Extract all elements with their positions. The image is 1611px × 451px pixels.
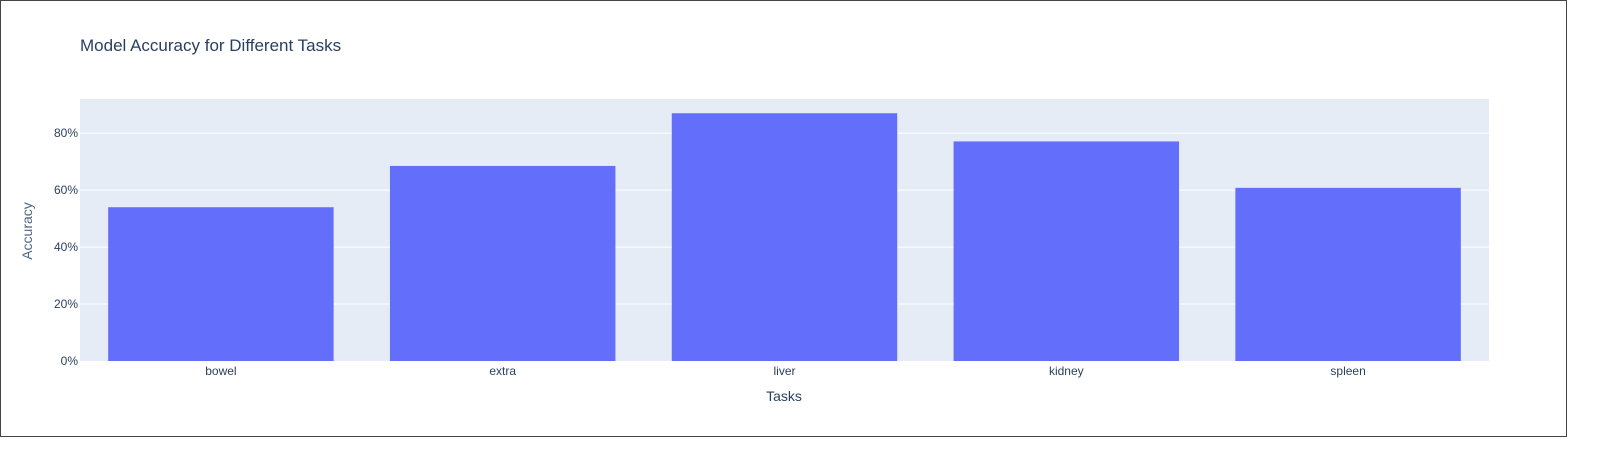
y-tick-label: 60% [54, 183, 78, 197]
x-tick-label: bowel [205, 364, 236, 378]
x-tick-label: spleen [1330, 364, 1365, 378]
bar-extra[interactable] [389, 165, 616, 361]
bar-bowel[interactable] [108, 207, 334, 361]
bar-chart: Model Accuracy for Different Tasks 0% 20%… [19, 36, 1489, 404]
x-tick-label: kidney [1049, 364, 1084, 378]
bar-liver[interactable] [671, 113, 898, 361]
bar-spleen[interactable] [1235, 187, 1461, 361]
x-axis-title: Tasks [766, 388, 802, 404]
x-axis-ticks: bowel extra liver kidney spleen [205, 364, 1366, 378]
y-axis-title: Accuracy [19, 202, 35, 260]
y-tick-label: 0% [61, 354, 79, 368]
y-tick-label: 20% [54, 297, 78, 311]
y-tick-label: 40% [54, 240, 78, 254]
bars [108, 113, 1461, 361]
x-tick-label: extra [489, 364, 516, 378]
y-tick-label: 80% [54, 126, 78, 140]
chart-title: Model Accuracy for Different Tasks [80, 36, 341, 55]
y-axis-ticks: 0% 20% 40% 60% 80% [54, 126, 78, 368]
x-tick-label: liver [773, 364, 795, 378]
bar-kidney[interactable] [953, 141, 1180, 361]
chart-frame: Model Accuracy for Different Tasks 0% 20%… [0, 0, 1567, 437]
